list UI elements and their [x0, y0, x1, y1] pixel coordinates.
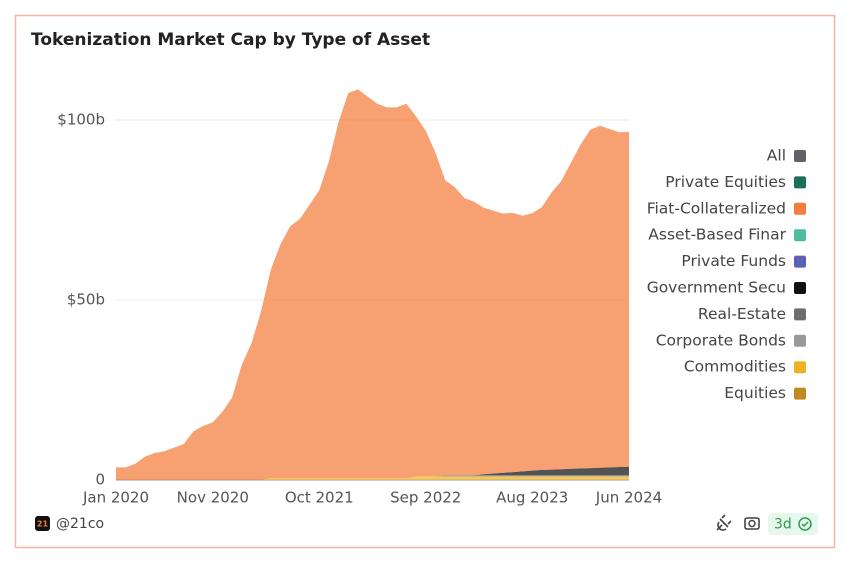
legend-label[interactable]: Asset-Based Finar — [648, 226, 786, 244]
area — [116, 466, 629, 480]
legend-label[interactable]: Corporate Bonds — [656, 331, 786, 349]
x-tick-label: Sep 2022 — [390, 489, 461, 507]
y-tick-label: $100b — [57, 111, 105, 129]
legend-swatch — [794, 361, 806, 374]
refresh-label: 3d — [774, 517, 792, 533]
plot-area: 0 $50b $100b Jan 2020 Nov 2020 Oct 2021 Sep 20… — [57, 89, 662, 507]
x-tick-label: Jun 2024 — [595, 489, 662, 507]
check-icon — [798, 517, 812, 531]
legend-swatch — [794, 308, 806, 321]
handle[interactable]: @21co — [56, 516, 104, 532]
logo-box — [35, 516, 50, 531]
x-tick-label: Oct 2021 — [285, 489, 354, 507]
legend-swatch — [794, 334, 806, 347]
legend-label[interactable]: Equities — [724, 384, 786, 402]
x-tick-label: Aug 2023 — [496, 489, 568, 507]
legend-label[interactable]: Private Equities — [665, 173, 786, 191]
legend-swatch — [794, 202, 806, 215]
legend-label[interactable]: Private Funds — [681, 252, 786, 270]
legend-label[interactable]: Real-Estate — [698, 305, 786, 323]
legend-swatch — [794, 282, 806, 294]
chart-title: Tokenization Market Cap by Type of Asset — [31, 30, 430, 50]
legend-label[interactable]: Fiat-Collateralized — [647, 199, 786, 217]
logo: 21 — [37, 520, 49, 529]
y-tick-label: 0 — [95, 471, 105, 489]
area — [116, 89, 629, 481]
check-mark — [801, 521, 809, 528]
legend-label[interactable]: All — [767, 147, 786, 165]
legend-swatch — [794, 229, 806, 242]
y-tick-label: $50b — [67, 291, 105, 309]
plugin-icon[interactable] — [716, 514, 732, 531]
legend-label[interactable]: Commodities — [684, 358, 786, 376]
legend-swatch — [794, 255, 806, 268]
x-tick-label: Nov 2020 — [177, 489, 249, 507]
camera-icon[interactable] — [744, 517, 760, 530]
area — [116, 475, 629, 480]
legend-swatch — [794, 176, 806, 189]
x-tick-label: Jan 2020 — [82, 489, 149, 507]
legend-swatch — [794, 150, 806, 162]
legend-label[interactable]: Government Secu — [647, 279, 786, 297]
legend-swatch — [794, 387, 806, 400]
